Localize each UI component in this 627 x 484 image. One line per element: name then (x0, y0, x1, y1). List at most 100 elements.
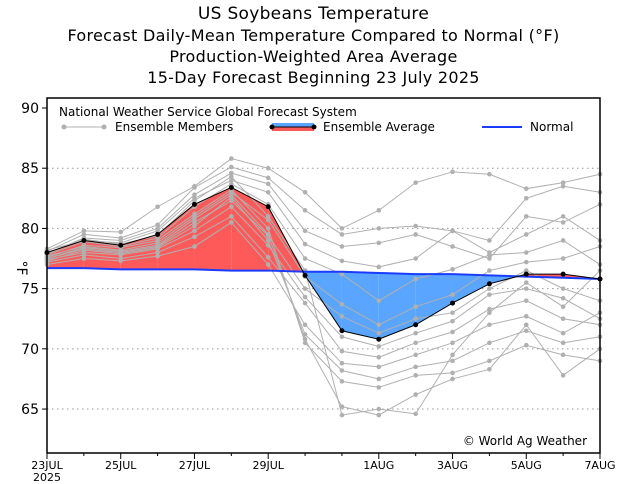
anomaly-segment (305, 271, 342, 331)
member-point (229, 204, 234, 210)
member-point (560, 183, 566, 189)
y-tick-label: 90 (21, 101, 39, 117)
average-point (523, 271, 529, 277)
member-point (413, 232, 418, 237)
member-line (46, 172, 601, 260)
member-point (339, 348, 345, 354)
member-point (560, 220, 566, 225)
member-point (302, 228, 308, 234)
member-point (229, 181, 234, 187)
member-point (339, 412, 345, 418)
member-point (339, 301, 345, 307)
member-line (46, 158, 601, 250)
member-point (302, 241, 308, 247)
member-point (450, 340, 455, 346)
member-point (376, 330, 382, 336)
member-point (487, 238, 492, 243)
member-point (560, 214, 566, 219)
average-point (81, 237, 87, 243)
anomaly-segment (47, 240, 84, 269)
member-point (413, 330, 418, 336)
average-point (339, 328, 345, 334)
member-point (523, 298, 529, 303)
x-tick-label: 7AUG (584, 459, 615, 472)
member-line (46, 179, 601, 268)
member-point (81, 245, 87, 250)
x-tick-label: 1AUG (363, 459, 394, 472)
axes: 65 70 75 80 85 90 23JUL 25JUL 27JUL 29JUL 1AUG 3AUG… (21, 101, 615, 484)
member-point (192, 220, 197, 225)
member-point (413, 411, 418, 417)
ensemble-average (44, 184, 603, 342)
member-line (46, 215, 601, 358)
normal-line (47, 267, 601, 280)
member-point (118, 229, 124, 235)
member-point (487, 292, 492, 297)
member-point (487, 358, 492, 364)
legend-average: Ensemble Average (323, 120, 435, 134)
member-point (523, 196, 529, 201)
member-point (560, 330, 566, 336)
chart-titles: US Soybeans Temperature Forecast Daily-M… (0, 4, 627, 88)
member-point (81, 252, 87, 258)
plot-frame (46, 97, 601, 454)
member-point (229, 170, 234, 176)
member-line (46, 191, 601, 326)
member-point (265, 226, 271, 231)
member-line (46, 194, 601, 416)
member-point (523, 186, 529, 191)
member-point (376, 226, 382, 231)
chart-subtitle-1: Forecast Daily-Mean Temperature Compared… (67, 26, 560, 45)
member-point (376, 385, 382, 390)
member-point (302, 208, 308, 213)
member-point (376, 344, 382, 349)
member-point (265, 238, 271, 243)
x-tick-year: 2025 (33, 471, 61, 484)
member-line (46, 183, 601, 302)
member-point (523, 268, 529, 273)
chart-subtitle-3: 15-Day Forecast Beginning 23 July 2025 (147, 68, 480, 87)
member-point (81, 232, 87, 237)
member-line (46, 166, 601, 252)
member-point (450, 358, 455, 364)
member-point (339, 232, 345, 237)
member-point (413, 276, 418, 282)
member-point (155, 228, 160, 234)
member-point (192, 223, 197, 229)
member-point (523, 286, 529, 291)
y-tick-label: 65 (21, 402, 39, 418)
member-point (192, 234, 197, 240)
member-point (229, 177, 234, 183)
member-point (523, 314, 529, 319)
member-point (487, 367, 492, 372)
member-point (192, 211, 197, 217)
member-point (523, 259, 529, 265)
member-point (413, 352, 418, 358)
anomaly-segment (378, 272, 416, 340)
member-point (229, 220, 234, 225)
member-line (46, 189, 601, 388)
chart-title: US Soybeans Temperature (197, 4, 430, 24)
member-point (339, 379, 345, 384)
member-point (339, 404, 345, 409)
member-point (339, 226, 345, 231)
member-point (523, 280, 529, 285)
x-tick-label: 23JUL (31, 459, 63, 472)
member-point (265, 255, 271, 260)
member-point (339, 314, 345, 319)
anomaly-segment (415, 274, 453, 325)
member-point (155, 238, 160, 243)
member-point (450, 292, 455, 297)
member-point (523, 250, 529, 255)
member-point (339, 258, 345, 264)
member-point (376, 322, 382, 328)
normal-line-path (47, 267, 601, 280)
member-point (229, 164, 234, 170)
member-point (81, 228, 87, 234)
member-point (302, 300, 308, 306)
member-point (413, 373, 418, 378)
member-line (46, 206, 601, 347)
member-point (413, 223, 418, 229)
member-point (376, 364, 382, 370)
